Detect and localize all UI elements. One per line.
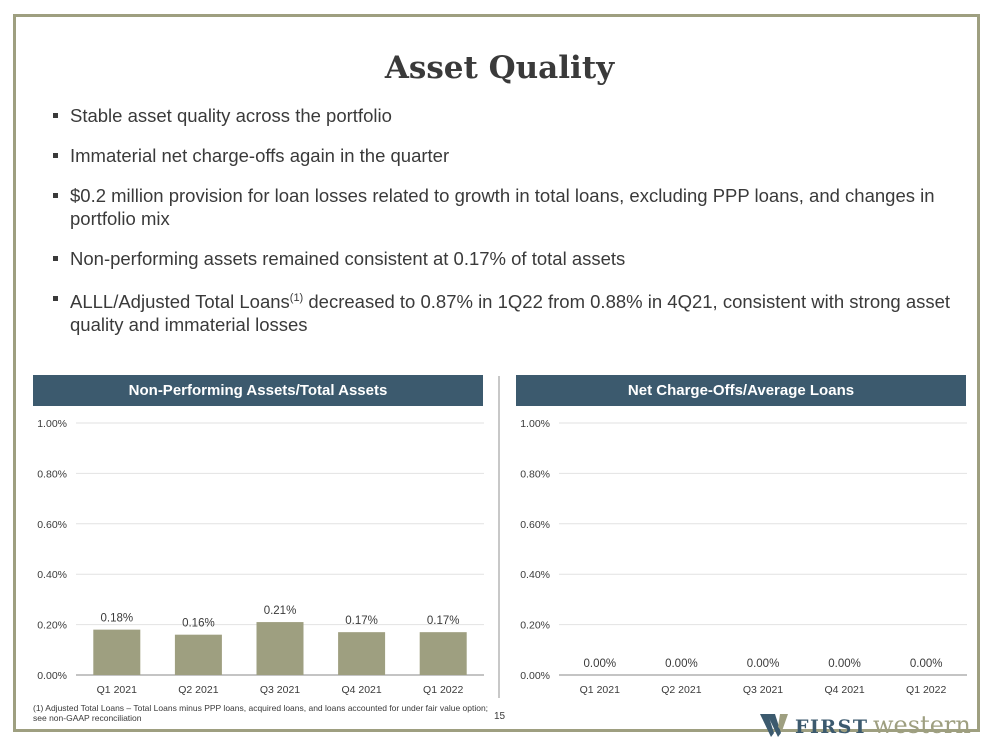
y-tick-label: 0.20% (37, 620, 67, 632)
bullet-item: Non-performing assets remained consisten… (53, 247, 953, 270)
bullet-text: Stable asset quality across the portfoli… (70, 105, 392, 126)
logo-western-text: western (873, 711, 971, 739)
y-tick-label: 0.80% (520, 468, 550, 480)
data-label: 0.00% (583, 658, 616, 670)
x-tick-label: Q3 2021 (743, 684, 783, 696)
company-logo: FIRST western (760, 711, 971, 739)
data-label: 0.17% (345, 615, 378, 627)
page-title: Asset Quality (384, 50, 615, 86)
y-tick-label: 0.60% (520, 519, 550, 531)
npa-chart: 0.00% 0.20% 0.40% 0.60% 0.80% 1.00% 0.18% Q1 20… (37, 418, 484, 696)
bullet-item: ALLL/Adjusted Total Loans(1) decreased t… (53, 287, 953, 336)
data-label: 0.00% (747, 658, 780, 670)
bullet-marker (53, 153, 58, 158)
page-number: 15 (494, 711, 506, 722)
bar (174, 634, 222, 675)
data-label: 0.21% (264, 605, 297, 617)
bar (338, 632, 386, 675)
y-tick-label: 1.00% (37, 418, 67, 430)
bullet-text: $0.2 million provision for loan losses r… (70, 185, 935, 229)
x-tick-label: Q1 2021 (97, 684, 137, 696)
y-tick-label: 0.00% (520, 670, 550, 682)
data-label: 0.18% (100, 613, 133, 625)
bullet-list: Stable asset quality across the portfoli… (53, 104, 953, 353)
nco-chart: 0.00% 0.20% 0.40% 0.60% 0.80% 1.00% 0.00% Q1 20… (520, 418, 967, 696)
bullet-marker (53, 193, 58, 198)
bullet-marker (53, 296, 58, 301)
bullet-marker (53, 113, 58, 118)
x-tick-label: Q1 2022 (423, 684, 463, 696)
x-tick-label: Q2 2021 (661, 684, 701, 696)
data-label: 0.17% (427, 615, 460, 627)
panel-divider (498, 376, 500, 698)
bullet-text-after: decreased to 0.87% in 1Q22 from 0.88% in… (70, 291, 951, 336)
bullet-text: Non-performing assets remained consisten… (70, 248, 626, 269)
footnote: (1) Adjusted Total Loans – Total Loans m… (33, 703, 489, 723)
footnote-ref: (1) (289, 292, 304, 304)
chart-header-npa: Non-Performing Assets/Total Assets (33, 375, 483, 406)
y-tick-label: 0.40% (520, 569, 550, 581)
bullet-text-before: ALLL/Adjusted Total Loans (70, 291, 290, 313)
bar (93, 629, 141, 675)
bar (256, 622, 304, 675)
y-tick-label: 0.40% (37, 569, 67, 581)
y-tick-label: 0.20% (520, 620, 550, 632)
bullet-item: Stable asset quality across the portfoli… (53, 104, 953, 127)
x-tick-label: Q3 2021 (260, 684, 300, 696)
chart-header-nco: Net Charge-Offs/Average Loans (516, 375, 966, 406)
y-tick-label: 0.80% (37, 468, 67, 480)
x-tick-label: Q4 2021 (824, 684, 864, 696)
y-tick-label: 0.60% (37, 519, 67, 531)
bullet-item: $0.2 million provision for loan losses r… (53, 184, 953, 230)
slide-frame (13, 14, 980, 732)
data-label: 0.00% (910, 658, 943, 670)
x-tick-label: Q1 2022 (906, 684, 946, 696)
logo-first-text: FIRST (795, 716, 869, 738)
y-tick-label: 1.00% (520, 418, 550, 430)
data-label: 0.00% (665, 658, 698, 670)
bullet-item: Immaterial net charge-offs again in the … (53, 144, 953, 167)
data-label: 0.00% (828, 658, 861, 670)
logo-w-icon (760, 714, 788, 737)
bullet-marker (53, 256, 58, 261)
x-tick-label: Q4 2021 (341, 684, 381, 696)
data-label: 0.16% (182, 618, 215, 630)
y-tick-label: 0.00% (37, 670, 67, 682)
x-tick-label: Q1 2021 (580, 684, 620, 696)
bullet-text: Immaterial net charge-offs again in the … (70, 145, 450, 166)
x-tick-label: Q2 2021 (178, 684, 218, 696)
bar (419, 632, 467, 675)
